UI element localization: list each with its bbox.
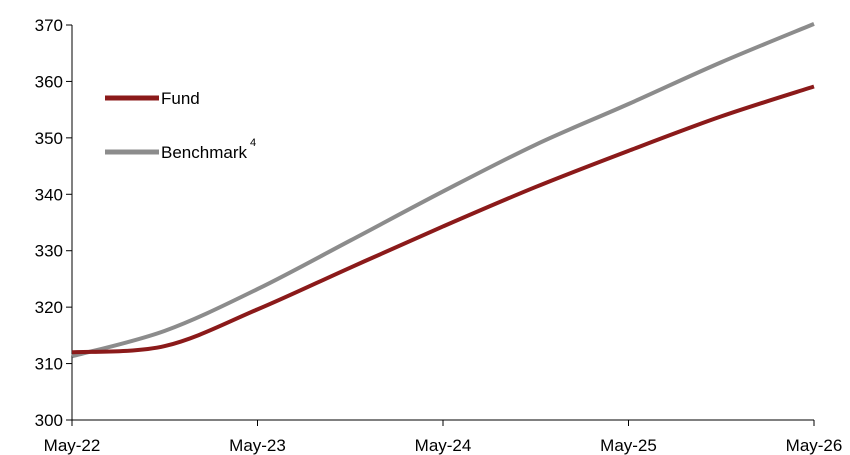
x-tick-label: May-22	[44, 436, 101, 455]
legend-label: Fund	[161, 89, 200, 108]
y-tick-label: 310	[35, 355, 63, 374]
legend-item-fund: Fund	[105, 89, 200, 108]
series-lines	[71, 22, 815, 359]
y-tick-label: 340	[35, 185, 63, 204]
legend-label: Benchmark	[161, 143, 247, 162]
x-axis-ticks: May-22 May-23 May-24 May-25 May-26	[44, 420, 843, 455]
legend-item-benchmark: Benchmark 4	[105, 137, 256, 162]
y-tick-label: 300	[35, 411, 63, 430]
y-tick-label: 350	[35, 129, 63, 148]
series-line-fund	[71, 84, 815, 355]
y-axis-ticks: 300 310 320 330 340 350 360 370	[35, 16, 72, 430]
y-tick-label: 370	[35, 16, 63, 35]
x-tick-label: May-26	[786, 436, 843, 455]
x-tick-label: May-24	[415, 436, 472, 455]
x-tick-label: May-23	[229, 436, 286, 455]
y-tick-label: 320	[35, 298, 63, 317]
legend-superscript: 4	[250, 137, 256, 149]
y-tick-label: 360	[35, 72, 63, 91]
x-tick-label: May-25	[600, 436, 657, 455]
series-line-benchmark	[71, 22, 815, 359]
axes	[71, 25, 814, 421]
legend: Fund Benchmark 4	[105, 89, 256, 162]
y-tick-label: 330	[35, 242, 63, 261]
